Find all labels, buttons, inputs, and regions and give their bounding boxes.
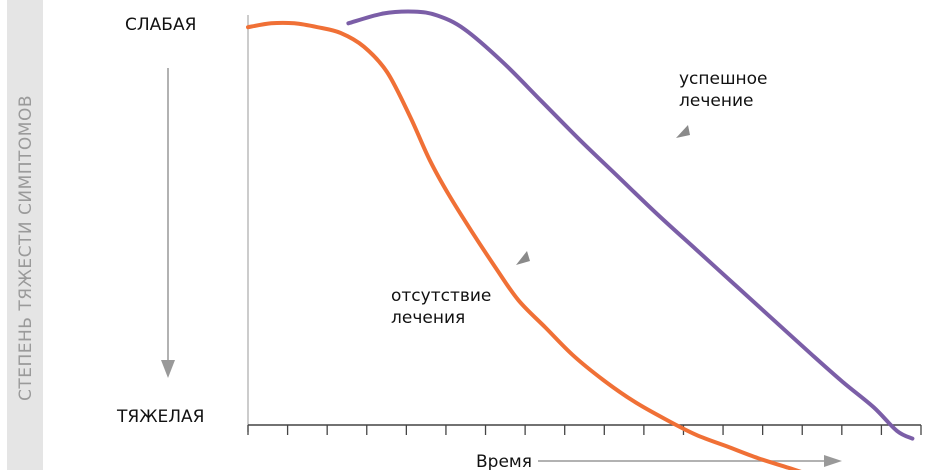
y-bottom-label: ТЯЖЕЛАЯ (116, 407, 204, 427)
severity-direction-arrowhead (161, 360, 175, 378)
successful-treatment-line (346, 9, 915, 441)
annotation-no-treatment-line1: отсутствие (391, 286, 491, 306)
y-axis-label: СТЕПЕНЬ ТЯЖЕСТИ СИМПТОМОВ (16, 95, 36, 401)
series-layer (246, 9, 915, 470)
annotation-no-treatment-line2: лечения (391, 308, 465, 328)
y-top-label: СЛАБАЯ (125, 15, 196, 35)
successful-treatment-pointer (676, 125, 690, 138)
annotation-successful-line1: успешное (679, 69, 768, 89)
no-treatment-pointer (516, 251, 530, 265)
x-axis-ticks (247, 425, 922, 435)
y-axis-label-band (7, 0, 43, 470)
annotation-successful-line2: лечение (679, 91, 753, 111)
x-axis-label: Время (476, 452, 532, 470)
no-treatment-line (246, 20, 802, 470)
time-direction-arrowhead (824, 455, 842, 467)
